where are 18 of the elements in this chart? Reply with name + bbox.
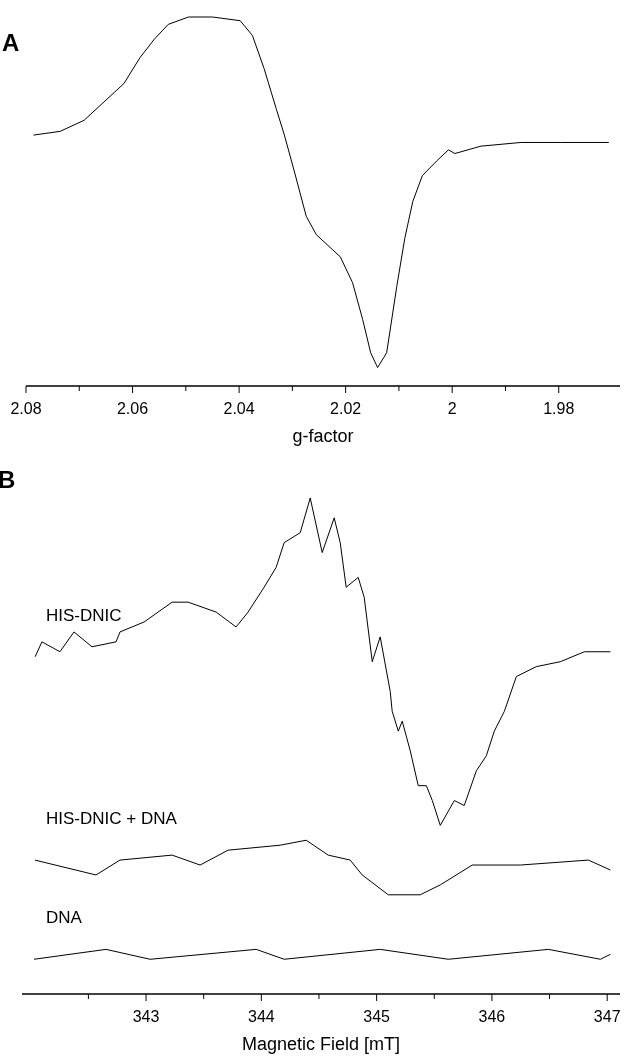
series-label: DNA	[46, 908, 83, 928]
series-label: HIS-DNIC + DNA	[46, 809, 178, 829]
x-tick-label: 2.02	[330, 400, 362, 417]
x-axis-title: Magnetic Field [mT]	[241, 1034, 401, 1054]
x-tick-label: 346	[478, 1008, 506, 1025]
x-tick-label: 343	[132, 1008, 160, 1025]
x-tick-label: 345	[363, 1008, 391, 1025]
x-tick-label: 2.06	[116, 400, 149, 417]
text: A	[2, 29, 20, 56]
x-tick-label: 1.98	[543, 400, 575, 417]
x-tick-label: 2.04	[223, 400, 255, 417]
x-tick-label: 2.08	[10, 400, 42, 417]
x-tick-label: 2	[447, 400, 457, 417]
x-axis-title: g-factor	[292, 426, 354, 446]
x-tick-label: 347	[593, 1008, 621, 1025]
chart-title: B	[0, 466, 16, 493]
series-label: HIS-DNIC	[46, 605, 122, 625]
x-tick-label: 344	[247, 1008, 275, 1025]
